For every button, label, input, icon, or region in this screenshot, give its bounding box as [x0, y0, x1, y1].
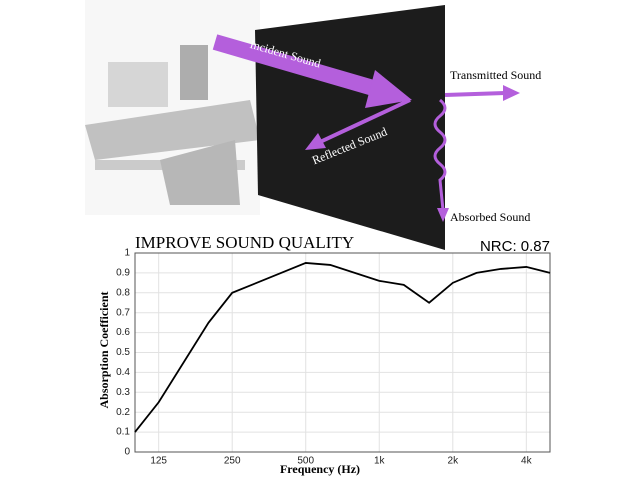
plot-frame [134, 252, 551, 453]
nrc-annotation: NRC: 0.87 [480, 238, 550, 255]
x-tick-label: 125 [150, 456, 167, 467]
y-tick-label: 0.3 [116, 387, 130, 398]
y-tick-label: 0 [124, 447, 130, 458]
y-tick-label: 0.8 [116, 287, 130, 298]
y-tick-label: 1 [124, 248, 130, 259]
y-tick-label: 0.9 [116, 268, 130, 279]
studio-photo [85, 0, 260, 215]
y-tick-label: 0.6 [116, 327, 130, 338]
y-tick-label: 0.5 [116, 347, 130, 358]
chart-title: IMPROVE SOUND QUALITY [135, 233, 354, 252]
y-tick-label: 0.7 [116, 307, 130, 318]
x-tick-label: 500 [297, 456, 314, 467]
y-tick-label: 0.1 [116, 427, 130, 438]
x-axis-label: Frequency (Hz) [280, 462, 360, 476]
x-tick-label: 4k [521, 456, 533, 467]
x-tick-label: 2k [448, 456, 460, 467]
sound-arrows [212, 34, 520, 222]
y-axis-label: Absorption Coefficient [97, 292, 111, 409]
absorbed-label: Absorbed Sound [450, 210, 530, 224]
y-tick-label: 0.2 [116, 407, 130, 418]
transmitted-label: Transmitted Sound [450, 68, 541, 82]
data-line [134, 262, 551, 433]
x-tick-label: 250 [224, 456, 241, 467]
x-tick-label: 1k [374, 456, 386, 467]
y-tick-label: 0.4 [116, 367, 130, 378]
